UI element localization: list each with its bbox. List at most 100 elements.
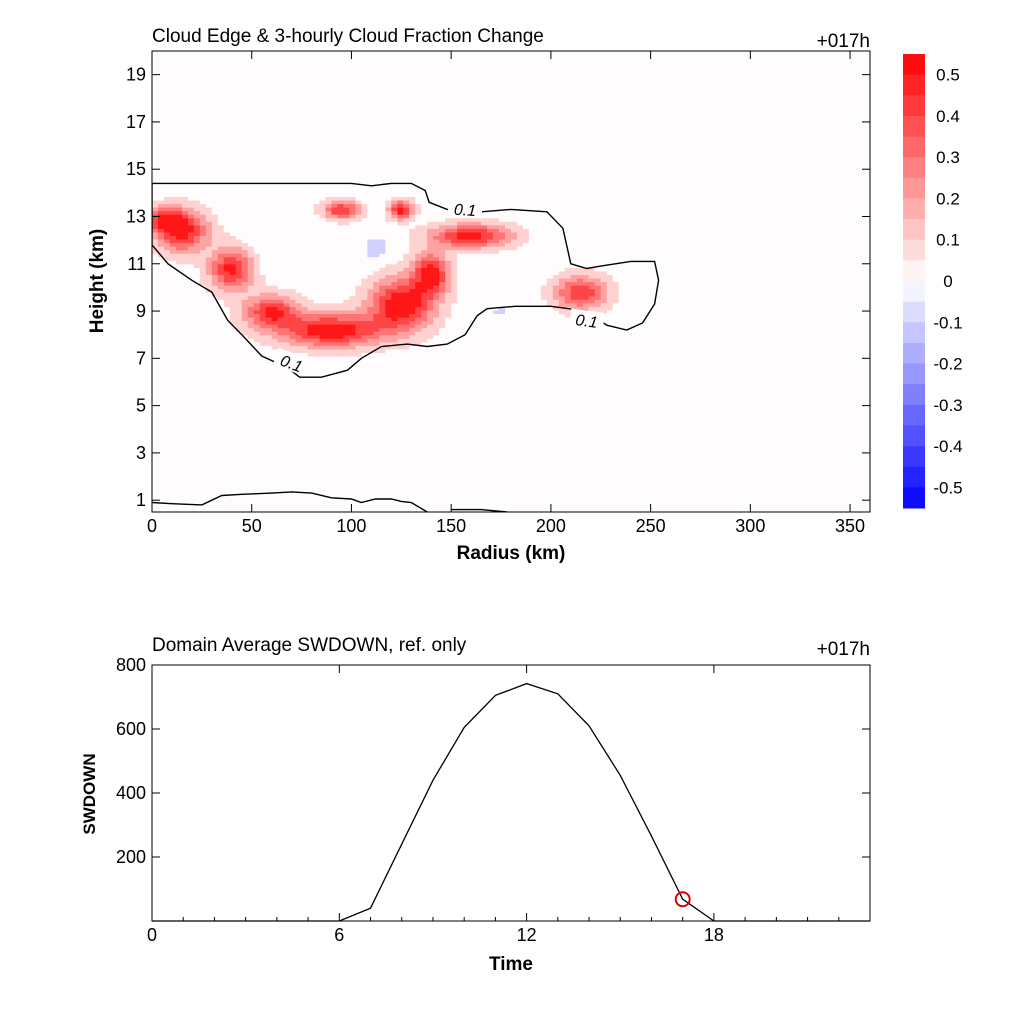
heatmap-cell — [277, 412, 285, 417]
heatmap-cell — [307, 146, 315, 151]
heatmap-cell — [367, 419, 374, 424]
heatmap-cell — [307, 82, 315, 88]
heatmap-cell — [325, 139, 333, 144]
heatmap-cell — [313, 327, 321, 332]
heatmap-cell — [157, 285, 165, 290]
heatmap-cell — [295, 295, 303, 300]
heatmap-cell — [271, 348, 279, 354]
heatmap-cell — [223, 455, 231, 460]
heatmap-cell — [325, 267, 333, 272]
heatmap-cell — [247, 58, 255, 63]
heatmap-cell — [199, 203, 207, 208]
heatmap-cell — [253, 136, 261, 141]
heatmap-cell — [355, 281, 363, 286]
heatmap-cell — [277, 398, 285, 403]
heatmap-cell — [277, 331, 285, 336]
heatmap-cell — [223, 168, 231, 173]
heatmap-cell — [259, 192, 267, 197]
heatmap-cell — [277, 263, 285, 268]
heatmap-cell — [187, 253, 195, 258]
heatmap-cell — [301, 487, 309, 492]
heatmap-cell — [307, 480, 315, 485]
heatmap-cell — [157, 370, 165, 375]
heatmap-cell — [211, 423, 219, 428]
heatmap-cell — [289, 129, 297, 134]
heatmap-cell — [175, 451, 183, 456]
heatmap-cell — [199, 348, 207, 354]
heatmap-cell — [259, 157, 267, 162]
heatmap-cell — [295, 196, 303, 201]
heatmap-cell — [253, 355, 261, 361]
heatmap-cell — [271, 203, 279, 208]
heatmap-cell — [199, 228, 207, 233]
heatmap-cell — [367, 160, 374, 166]
heatmap-cell — [163, 114, 171, 119]
heatmap-cell — [307, 175, 315, 180]
heatmap-cell — [319, 214, 327, 219]
heatmap-cell — [355, 68, 363, 73]
heatmap-cell — [211, 217, 219, 222]
heatmap-cell — [301, 331, 309, 336]
heatmap-cell — [265, 331, 273, 336]
heatmap-cell — [265, 405, 273, 410]
heatmap-cell — [157, 58, 165, 63]
heatmap-cell — [152, 433, 159, 439]
heatmap-cell — [337, 210, 345, 215]
heatmap-cell — [187, 444, 195, 449]
heatmap-cell — [283, 370, 291, 375]
heatmap-cell — [199, 455, 207, 460]
heatmap-cell — [223, 157, 231, 162]
heatmap-cell — [343, 324, 351, 329]
heatmap-cell — [295, 458, 303, 463]
heatmap-cell — [205, 118, 213, 123]
heatmap-cell — [152, 444, 159, 449]
heatmap-cell — [313, 182, 321, 187]
heatmap-cell — [307, 441, 315, 446]
heatmap-cell — [187, 309, 195, 315]
heatmap-cell — [157, 419, 165, 424]
heatmap-cell — [355, 313, 363, 318]
heatmap-cell — [361, 444, 368, 449]
heatmap-cell — [253, 54, 261, 59]
heatmap-cell — [235, 504, 243, 510]
heatmap-cell — [253, 196, 261, 201]
heatmap-cell — [319, 387, 327, 393]
heatmap-cell — [193, 171, 201, 176]
heatmap-cell — [157, 175, 165, 180]
heatmap-cell — [301, 483, 309, 488]
heatmap-cell — [217, 444, 225, 449]
heatmap-cell — [187, 182, 195, 187]
heatmap-cell — [217, 189, 225, 194]
heatmap-cell — [313, 462, 321, 467]
heatmap-cell — [337, 476, 345, 481]
heatmap-cell — [277, 472, 285, 478]
heatmap-cell — [367, 189, 374, 194]
heatmap-cell — [247, 118, 255, 123]
heatmap-cell — [157, 426, 165, 432]
heatmap-cell — [271, 97, 279, 102]
heatmap-cell — [247, 497, 255, 502]
heatmap-cell — [152, 82, 159, 88]
heatmap-cell — [313, 75, 321, 80]
heatmap-cell — [152, 394, 159, 400]
heatmap-cell — [253, 359, 261, 364]
heatmap-cell — [235, 370, 243, 375]
heatmap-cell — [271, 65, 279, 70]
heatmap-cell — [271, 281, 279, 286]
heatmap-cell — [169, 231, 177, 236]
heatmap-cell — [325, 153, 333, 158]
heatmap-cell — [163, 448, 171, 453]
heatmap-cell — [295, 114, 303, 119]
heatmap-cell — [157, 352, 165, 357]
heatmap-cell — [253, 139, 261, 144]
heatmap-cell — [169, 313, 177, 318]
heatmap-cell — [241, 309, 249, 315]
heatmap-cell — [355, 82, 363, 88]
heatmap-cell — [247, 299, 255, 304]
heatmap-cell — [271, 405, 279, 410]
heatmap-cell — [289, 72, 297, 77]
heatmap-cell — [307, 483, 315, 488]
heatmap-cell — [253, 168, 261, 173]
heatmap-cell — [241, 281, 249, 286]
heatmap-cell — [187, 419, 195, 424]
